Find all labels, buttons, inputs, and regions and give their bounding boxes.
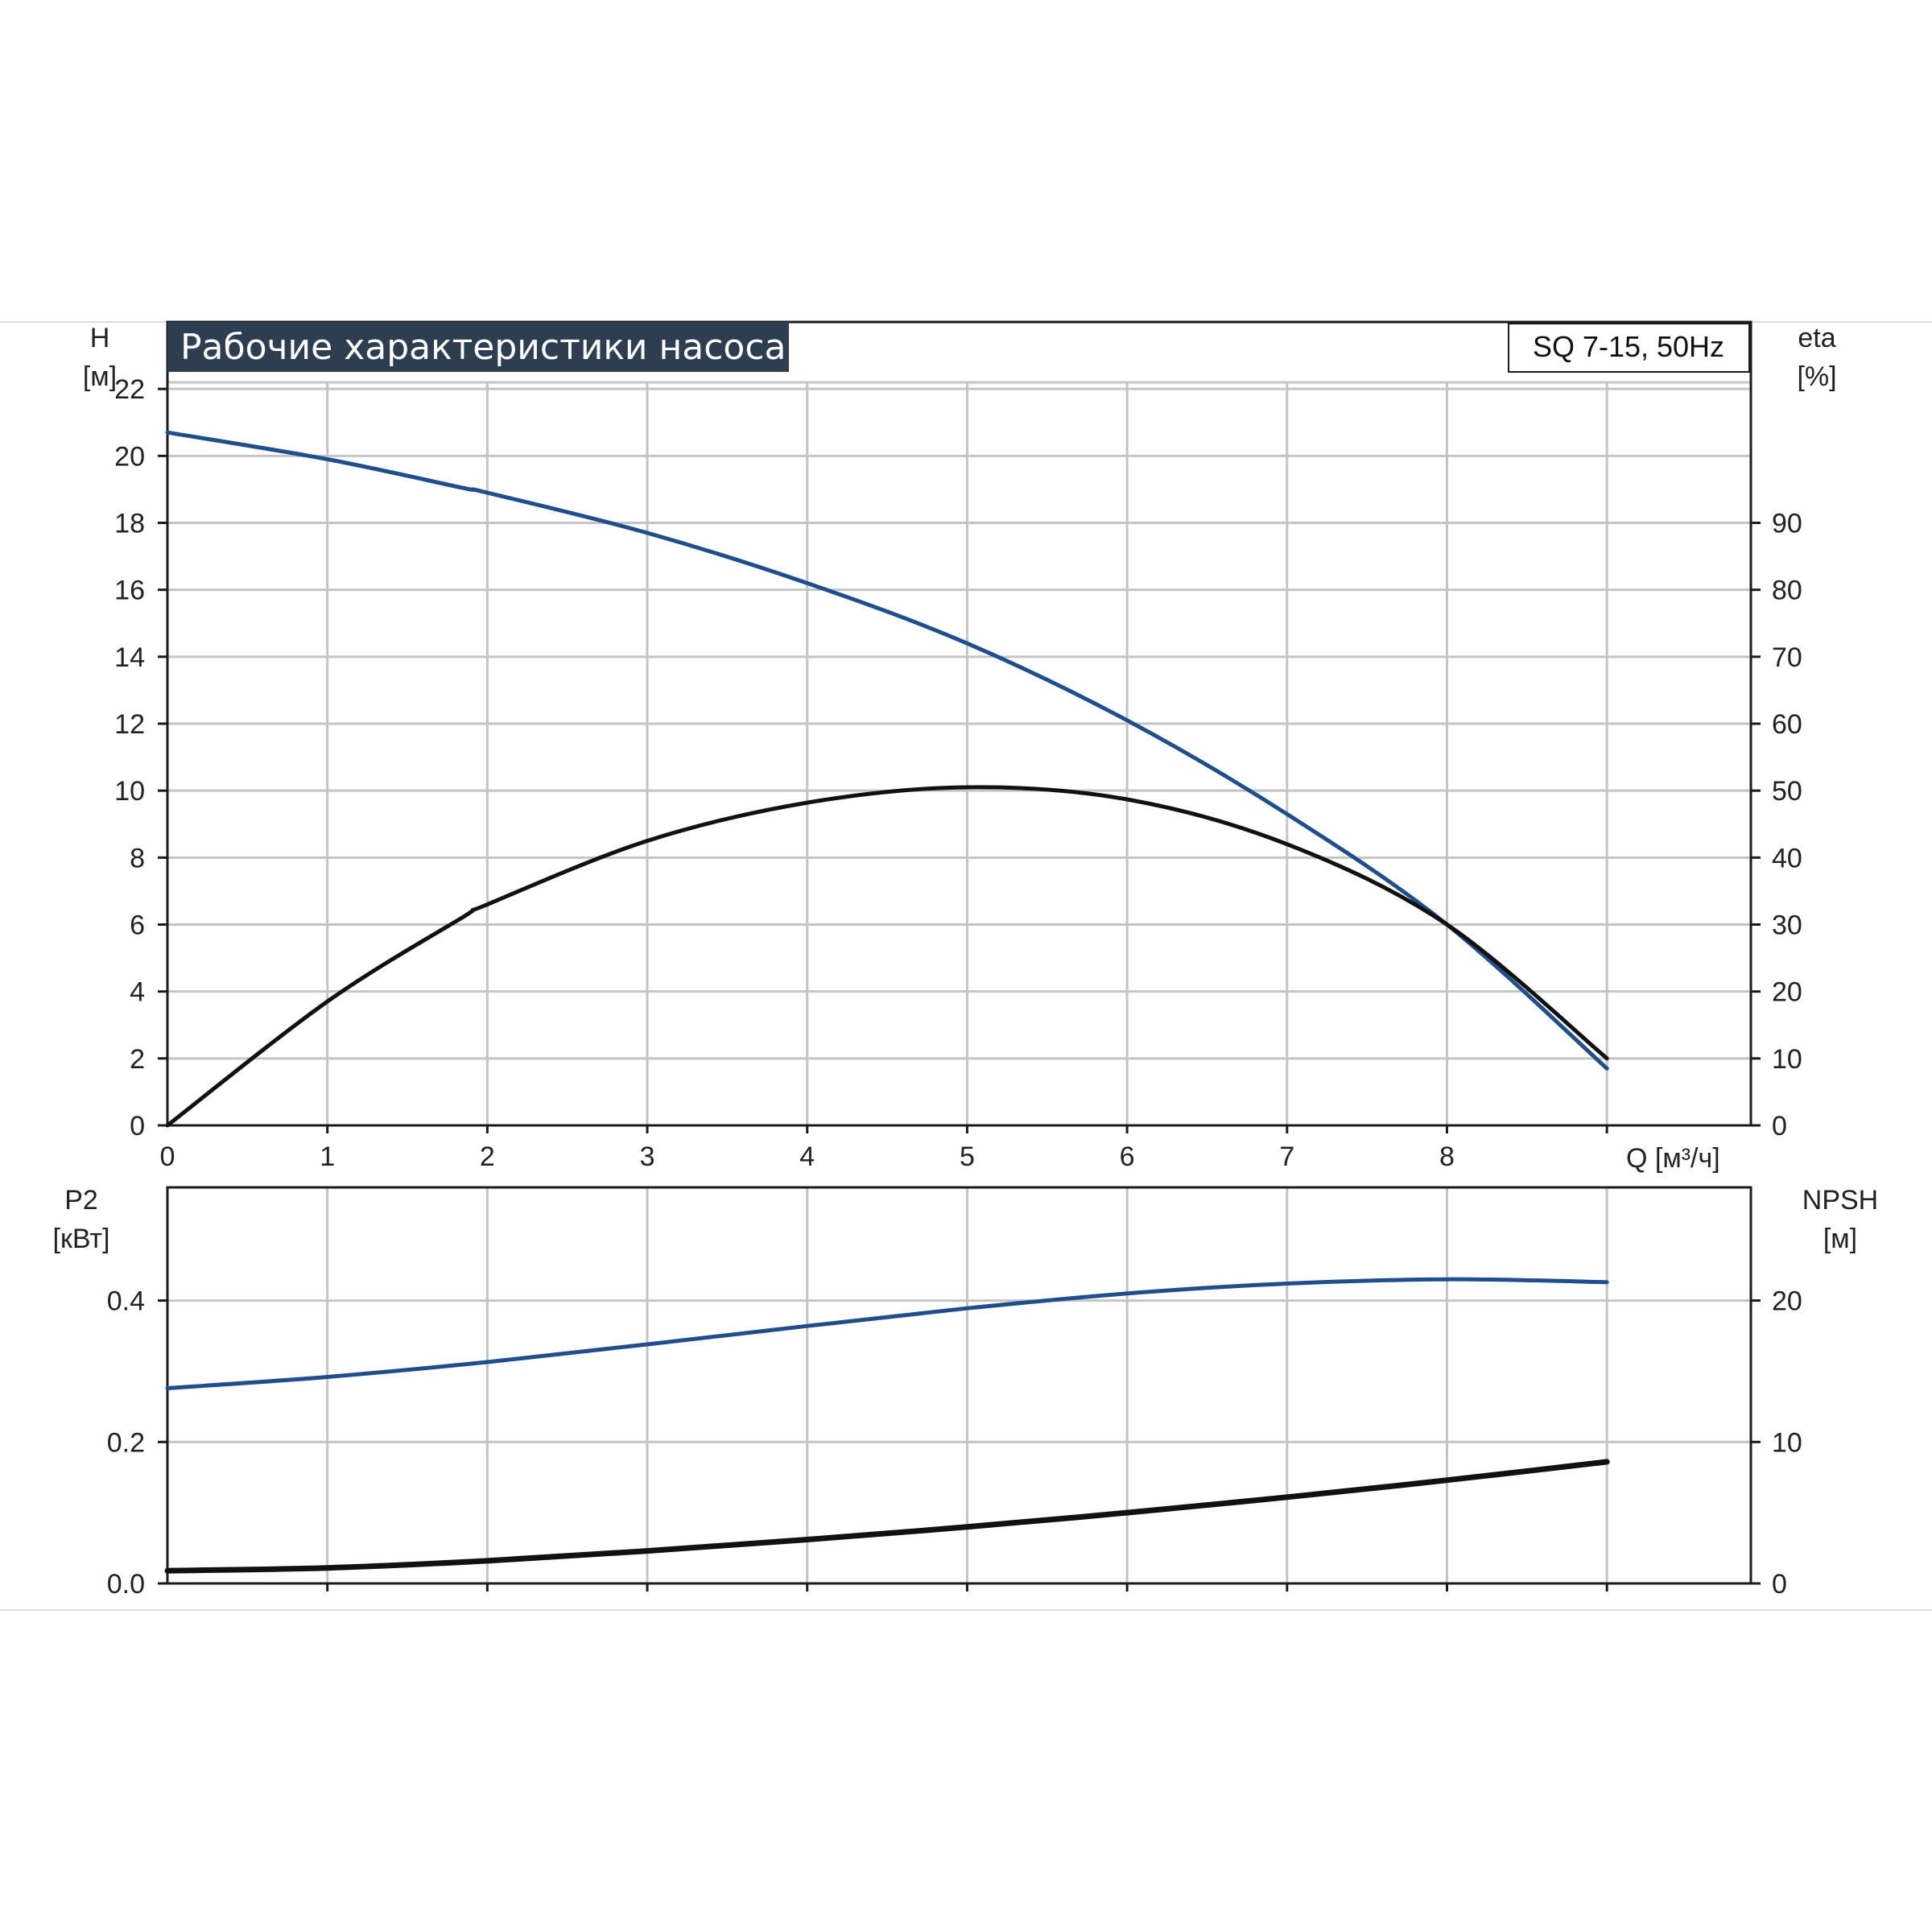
bottom-chart-frame <box>166 1186 1752 1585</box>
x-axis-tick-label: 7 <box>1279 1141 1294 1172</box>
right-axis-tick-label: 20 <box>1772 977 1802 1008</box>
left-axis-tick-label: 14 <box>114 642 145 673</box>
top-chart-grid <box>167 381 1751 1125</box>
model-box <box>1508 323 1750 373</box>
right-axis-tick-label: 30 <box>1772 910 1802 941</box>
left-axis-tick-label: 0.0 <box>107 1569 145 1600</box>
left-axis-tick-label: 2 <box>130 1044 145 1075</box>
right-axis-tick-label: 20 <box>1772 1286 1802 1317</box>
bottom-series-line-0 <box>165 1277 1609 1390</box>
right-axis-tick-label: 10 <box>1772 1427 1802 1458</box>
right-axis-tick-label: 50 <box>1772 776 1802 807</box>
x-axis-tick-label: 8 <box>1439 1141 1455 1172</box>
x-axis-tick-label: 3 <box>640 1141 655 1172</box>
right-axis-tick-label: 90 <box>1772 509 1802 539</box>
left-axis-tick-label: 0.4 <box>107 1286 145 1317</box>
x-axis-tick-label: 5 <box>960 1141 975 1172</box>
left-axis-tick-label: 16 <box>114 576 145 606</box>
right-axis-tick-label: 40 <box>1772 843 1802 873</box>
title-banner <box>167 322 789 372</box>
right-axis-tick-label: 60 <box>1772 709 1802 740</box>
x-axis-tick-label: 0 <box>160 1141 175 1172</box>
right-axis-tick-label: 70 <box>1772 642 1802 673</box>
left-axis-tick-label: 4 <box>130 977 145 1008</box>
power-axis-unit: [кВт] <box>53 1224 110 1254</box>
left-axis-tick-label: 22 <box>114 374 145 405</box>
top-chart-series <box>165 430 1609 1128</box>
left-axis-tick-label: 12 <box>114 709 145 740</box>
bottom-series-line-1 <box>164 1459 1610 1574</box>
efficiency-axis-label: eta <box>1798 323 1835 353</box>
flow-axis-label: Q [м³/ч] <box>1626 1143 1720 1174</box>
x-axis-tick-label: 1 <box>320 1141 335 1172</box>
efficiency-axis-unit: [%] <box>1797 361 1836 392</box>
left-axis-tick-label: 6 <box>130 910 145 941</box>
left-axis-tick-label: 8 <box>130 843 145 873</box>
x-axis-tick-label: 6 <box>1120 1141 1135 1172</box>
x-axis-tick-label: 4 <box>799 1141 815 1172</box>
left-axis-tick-label: 0 <box>130 1111 145 1141</box>
left-axis-tick-label: 0.2 <box>107 1427 145 1458</box>
right-axis-tick-label: 10 <box>1772 1044 1802 1075</box>
left-axis-tick-label: 18 <box>114 509 145 539</box>
power-axis-label: P2 <box>64 1185 98 1216</box>
bottom-chart-series <box>164 1277 1610 1574</box>
left-axis-tick-label: 10 <box>114 776 145 807</box>
head-axis-unit: [м] <box>83 361 117 392</box>
chart-title: Рабочие характеристики насоса <box>180 327 786 368</box>
left-axis-tick-label: 20 <box>114 441 145 472</box>
right-axis-tick-label: 0 <box>1772 1569 1787 1600</box>
head-axis-label: H <box>90 323 110 353</box>
x-axis-tick-label: 2 <box>480 1141 495 1172</box>
bottom-chart-grid <box>167 1187 1751 1583</box>
bottom-chart-ticks: 0.0 0.2 0.4 0 10 20 <box>107 1286 1802 1600</box>
npsh-axis-label: NPSH <box>1802 1185 1878 1216</box>
right-axis-tick-label: 80 <box>1772 576 1802 606</box>
top-series-line-0 <box>165 430 1609 1071</box>
model-label: SQ 7-15, 50Hz <box>1533 330 1724 363</box>
npsh-axis-unit: [м] <box>1823 1224 1857 1254</box>
right-axis-tick-label: 0 <box>1772 1111 1787 1141</box>
top-series-line-1 <box>165 785 1609 1128</box>
